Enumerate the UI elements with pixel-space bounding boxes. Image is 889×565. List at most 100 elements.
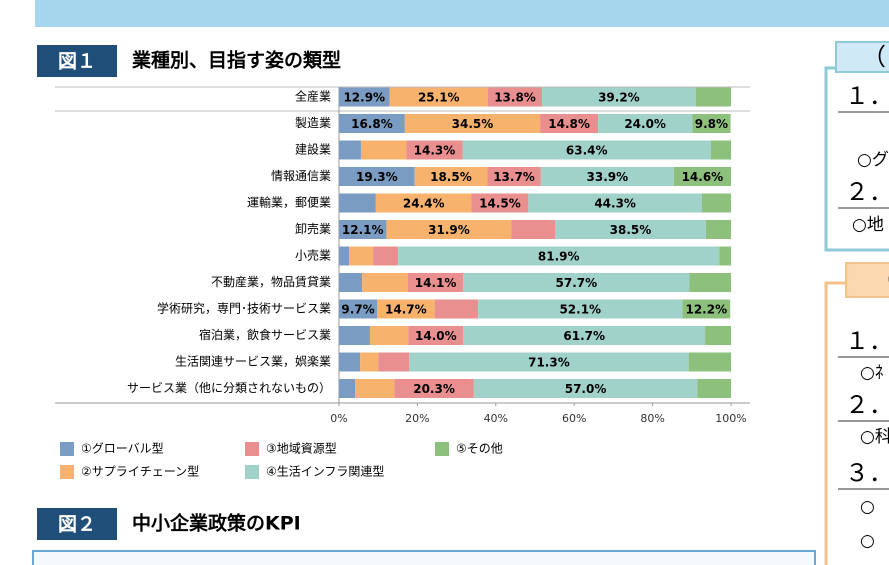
data-label: 14.6%	[682, 170, 724, 184]
legend-swatch	[60, 442, 74, 456]
bar-segment	[711, 140, 731, 160]
data-label: 39.2%	[598, 91, 640, 105]
bar-segment	[697, 379, 731, 398]
y-tick-label: 全産業	[295, 89, 331, 104]
y-tick-label: 運輸業，郵便業	[247, 195, 331, 210]
side-tab	[835, 41, 889, 73]
data-label: 33.9%	[587, 170, 629, 184]
data-label: 71.3%	[528, 356, 570, 370]
data-label: 12.9%	[343, 91, 385, 105]
bar-segment	[339, 273, 363, 292]
bar-segment	[349, 246, 374, 266]
bar-segment	[409, 352, 689, 372]
data-label: 24.0%	[624, 117, 666, 131]
x-tick-label: 20%	[405, 412, 429, 425]
y-tick-label: 小売業	[295, 248, 331, 263]
bar-segment	[398, 246, 720, 266]
bar-segment	[404, 114, 541, 133]
bar-segment	[394, 379, 474, 398]
bar-segment	[339, 193, 376, 213]
bar-segment	[462, 140, 712, 160]
data-label: 12.1%	[342, 223, 384, 237]
figure-title: 中小企業政策のKPI	[132, 512, 301, 535]
bar-segment	[339, 167, 415, 186]
side-text: １．	[845, 82, 889, 110]
side-tab	[845, 262, 889, 298]
side-tab-text: （	[872, 266, 889, 294]
x-tick-label: 60%	[562, 412, 586, 425]
side-text: ○	[860, 531, 875, 551]
x-tick-label: 100%	[715, 412, 746, 425]
data-label: 61.7%	[563, 329, 605, 343]
data-label: 31.9%	[428, 223, 470, 237]
side-panel	[824, 281, 889, 565]
bar-segment	[701, 193, 731, 213]
data-label: 20.3%	[413, 382, 455, 396]
bar-segment	[719, 246, 731, 266]
bar-segment	[377, 299, 435, 319]
bar-segment	[673, 167, 731, 186]
data-label: 57.0%	[565, 382, 607, 396]
bar-segment	[375, 193, 472, 213]
y-tick-label: 情報通信業	[271, 169, 331, 183]
header-band	[35, 0, 889, 27]
bar-segment	[692, 114, 731, 133]
y-tick-label: 製造業	[295, 116, 331, 130]
bar-segment	[463, 273, 690, 292]
side-text: ○地	[852, 215, 884, 235]
bar-segment	[339, 246, 350, 266]
bar-segment	[360, 352, 379, 372]
figure-label-box	[37, 508, 117, 540]
side-tab-text: （	[862, 43, 886, 71]
side-text: ○ﾈ	[860, 363, 884, 383]
bar-segment	[339, 220, 387, 239]
legend-label: ③地域資源型	[266, 442, 337, 456]
data-label: 24.4%	[403, 197, 445, 211]
bar-segment	[540, 167, 674, 186]
side-text: ○グ	[857, 150, 889, 170]
data-label: 19.3%	[356, 170, 398, 184]
data-label: 13.8%	[494, 91, 536, 105]
bar-segment	[339, 379, 356, 398]
data-label: 14.5%	[479, 197, 521, 211]
data-label: 44.3%	[594, 197, 636, 211]
bar-segment	[407, 273, 464, 292]
bar-segment	[362, 273, 408, 292]
bar-segment	[386, 220, 512, 239]
legend-label: ⑤その他	[456, 442, 503, 456]
data-label: 13.7%	[493, 170, 535, 184]
bar-segment	[688, 352, 731, 372]
bar-segment	[378, 352, 410, 372]
data-label: 9.8%	[695, 117, 728, 131]
legend-swatch	[435, 442, 449, 456]
bar-segment	[339, 140, 361, 160]
bar-segment	[473, 379, 698, 398]
data-label: 38.5%	[610, 223, 652, 237]
legend-swatch	[245, 442, 259, 456]
chart-title: 業種別、目指す姿の類型	[131, 49, 341, 72]
bar-segment	[360, 140, 407, 160]
side-text: ２．	[845, 178, 889, 206]
bar-segment	[487, 167, 541, 186]
data-label: 12.2%	[685, 303, 727, 317]
data-label: 14.0%	[415, 329, 457, 343]
bar-segment	[554, 220, 706, 239]
side-text: １．	[845, 327, 889, 355]
bar-segment	[369, 326, 409, 345]
side-panel	[824, 66, 889, 252]
legend-label: ④生活インフラ関連型	[266, 465, 384, 479]
side-text: ３．	[845, 459, 889, 487]
bar-segment	[355, 379, 395, 398]
x-tick-label: 0%	[330, 412, 347, 425]
data-label: 18.5%	[430, 170, 472, 184]
bar-segment	[528, 193, 702, 213]
legend-swatch	[60, 465, 74, 479]
side-text: ○	[860, 497, 875, 517]
data-label: 14.7%	[385, 303, 427, 317]
kpi-box	[32, 550, 816, 565]
bar-segment	[414, 167, 488, 186]
y-tick-label: 宿泊業，飲食サービス業	[199, 327, 331, 342]
x-tick-label: 40%	[484, 412, 508, 425]
legend-swatch	[245, 465, 259, 479]
data-label: 16.8%	[351, 117, 393, 131]
